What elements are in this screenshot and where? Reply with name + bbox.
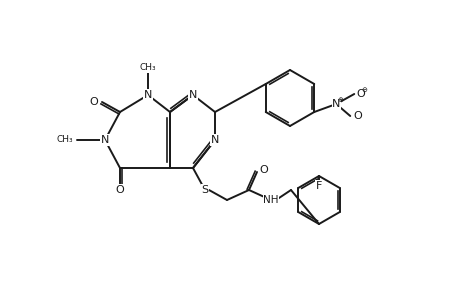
Text: N: N: [210, 135, 218, 145]
Text: NH: NH: [263, 195, 278, 205]
Text: N: N: [144, 90, 152, 100]
Text: N: N: [188, 90, 197, 100]
Text: O: O: [355, 89, 364, 99]
Text: O: O: [258, 165, 267, 175]
Text: O: O: [89, 97, 98, 107]
Text: N: N: [101, 135, 109, 145]
Text: O: O: [115, 185, 124, 195]
Text: O: O: [353, 111, 361, 121]
Text: ⊖: ⊖: [360, 87, 366, 93]
Text: S: S: [201, 185, 208, 195]
Text: CH₃: CH₃: [56, 136, 73, 145]
Text: ⊕: ⊕: [336, 97, 342, 103]
Text: N: N: [331, 99, 340, 109]
Text: CH₃: CH₃: [140, 64, 156, 73]
Text: F: F: [315, 181, 321, 191]
